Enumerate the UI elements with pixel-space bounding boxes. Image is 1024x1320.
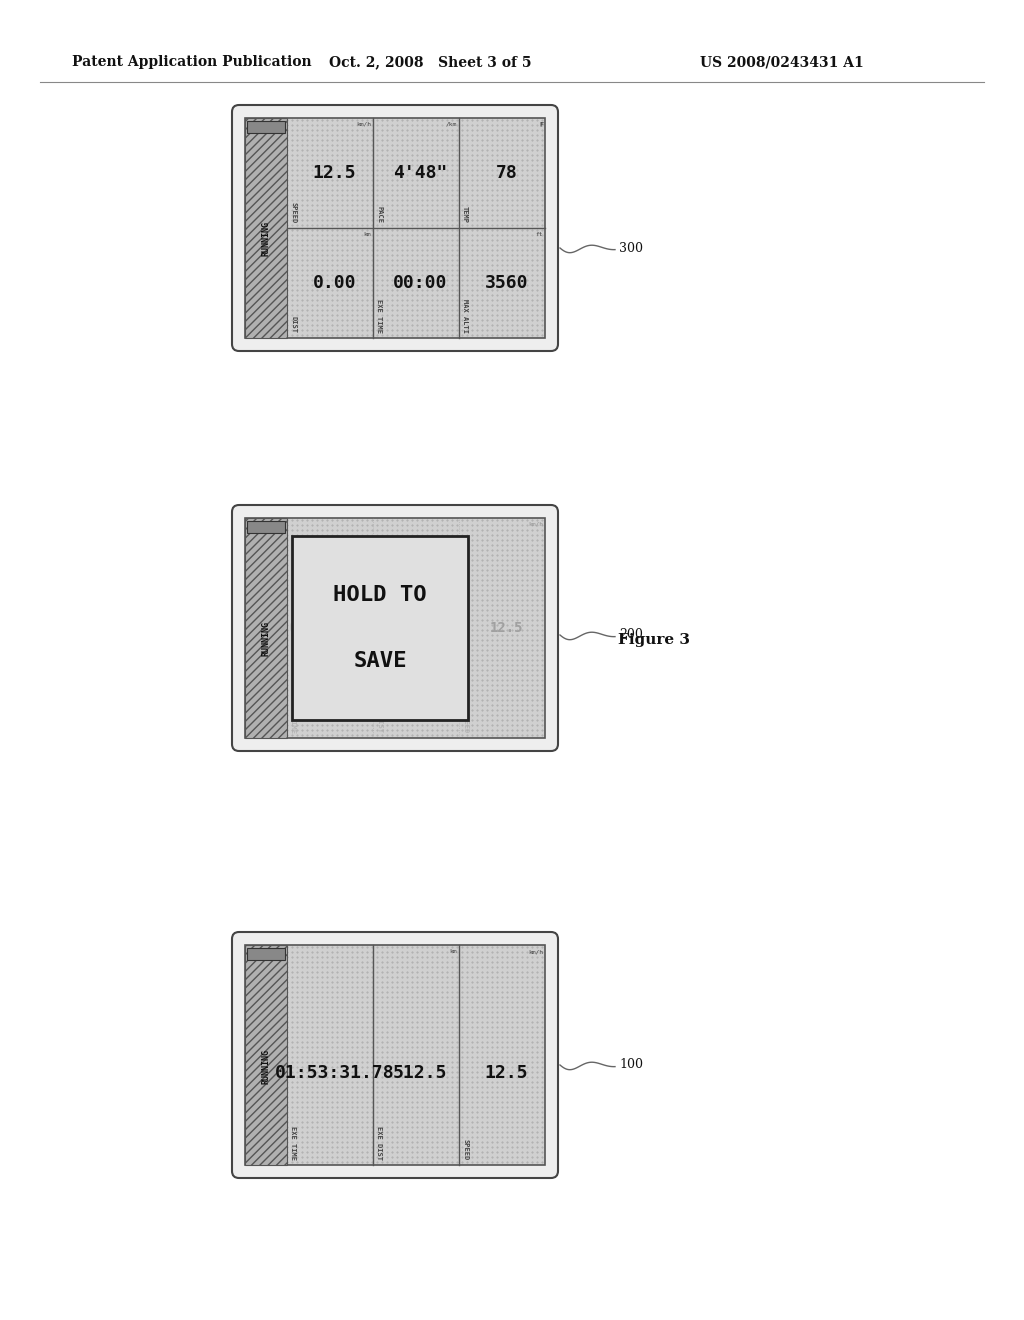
Text: 12.5: 12.5 xyxy=(489,620,523,635)
Text: SPEED: SPEED xyxy=(462,711,468,733)
Text: EXE TIME: EXE TIME xyxy=(290,1126,296,1160)
Text: SPEED: SPEED xyxy=(290,202,296,223)
Text: Oct. 2, 2008   Sheet 3 of 5: Oct. 2, 2008 Sheet 3 of 5 xyxy=(329,55,531,69)
Text: km/h: km/h xyxy=(356,121,371,127)
Bar xyxy=(245,945,287,1166)
Text: TEMP: TEMP xyxy=(462,206,468,223)
Text: US 2008/0243431 A1: US 2008/0243431 A1 xyxy=(700,55,864,69)
Bar xyxy=(245,945,545,1166)
Text: EXE TIME: EXE TIME xyxy=(290,700,296,733)
Text: EXE TIME: EXE TIME xyxy=(376,300,382,333)
FancyBboxPatch shape xyxy=(232,106,558,351)
Text: km/h: km/h xyxy=(528,949,543,954)
Text: DIST: DIST xyxy=(376,715,382,733)
Text: 0.00: 0.00 xyxy=(312,275,356,292)
Text: RUNNING: RUNNING xyxy=(261,622,270,656)
Text: km: km xyxy=(450,949,457,954)
Text: SPEED: SPEED xyxy=(462,1139,468,1160)
FancyBboxPatch shape xyxy=(232,506,558,751)
Text: km: km xyxy=(364,232,371,238)
Text: PACE: PACE xyxy=(376,206,382,223)
Bar xyxy=(292,536,468,721)
Text: DIST: DIST xyxy=(290,315,296,333)
Bar xyxy=(245,517,287,738)
Text: 3560: 3560 xyxy=(484,275,528,292)
Text: RUNNING: RUNNING xyxy=(261,222,270,256)
Text: /km: /km xyxy=(445,121,457,127)
Text: EXE DIST: EXE DIST xyxy=(376,1126,382,1160)
Text: 00:00: 00:00 xyxy=(393,275,447,292)
Text: Patent Application Publication: Patent Application Publication xyxy=(72,55,311,69)
Text: MAX ALTI: MAX ALTI xyxy=(462,300,468,333)
FancyBboxPatch shape xyxy=(232,932,558,1177)
Text: 12.5: 12.5 xyxy=(312,164,356,182)
Text: 100: 100 xyxy=(618,1059,643,1072)
Text: 200: 200 xyxy=(618,628,643,642)
Text: 01:53:31.78: 01:53:31.78 xyxy=(274,1064,394,1081)
Text: 4'48": 4'48" xyxy=(393,164,447,182)
Text: 78: 78 xyxy=(496,164,517,182)
Text: 12.5: 12.5 xyxy=(484,1064,528,1081)
Bar xyxy=(245,117,545,338)
Text: ft: ft xyxy=(536,232,543,238)
Text: Figure 3: Figure 3 xyxy=(618,634,690,647)
Bar xyxy=(245,517,545,738)
Bar xyxy=(245,117,287,338)
Text: SAVE: SAVE xyxy=(353,651,407,672)
Text: RUNNING: RUNNING xyxy=(261,1048,270,1084)
Bar xyxy=(247,121,285,133)
Text: 0.00: 0.00 xyxy=(403,620,437,635)
Text: HOLD TO: HOLD TO xyxy=(333,585,427,605)
Text: 512.5: 512.5 xyxy=(393,1064,447,1081)
Text: km/h: km/h xyxy=(528,521,543,527)
Text: 12.5: 12.5 xyxy=(489,620,523,635)
Text: F: F xyxy=(540,121,543,127)
Text: 300: 300 xyxy=(618,242,643,255)
Text: km/h: km/h xyxy=(528,521,543,527)
Bar xyxy=(247,948,285,960)
Text: 01:53:21.00: 01:53:21.00 xyxy=(288,620,380,635)
Bar xyxy=(247,521,285,533)
Text: F: F xyxy=(539,121,543,128)
